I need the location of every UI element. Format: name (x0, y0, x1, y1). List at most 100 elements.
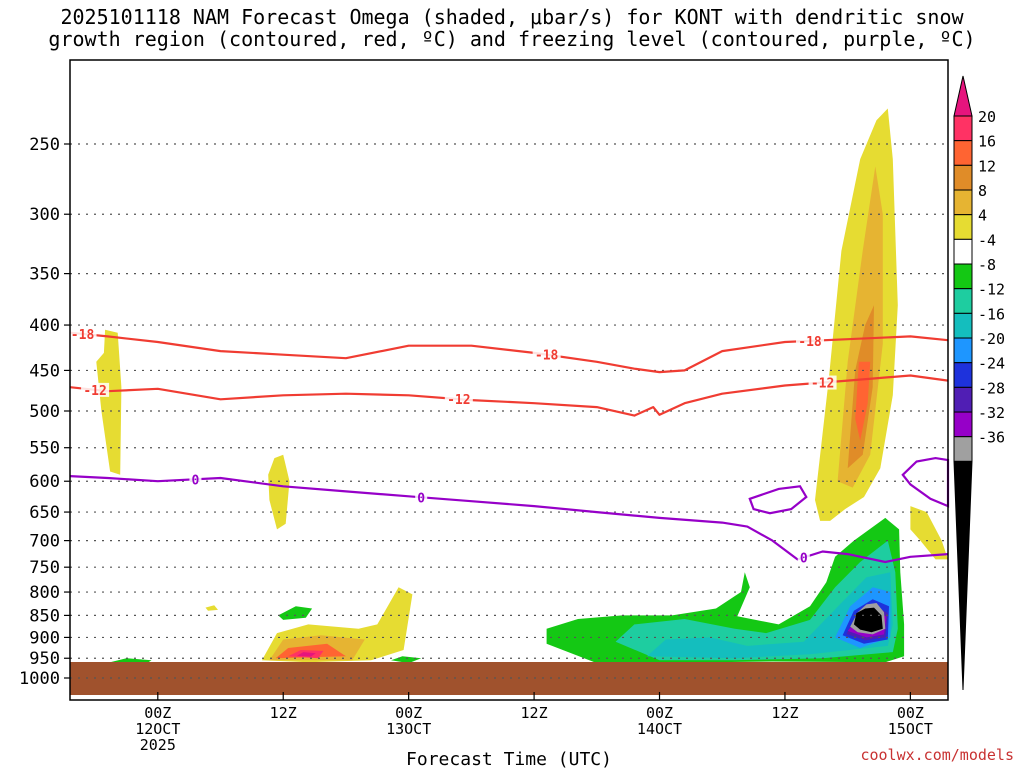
colorbar-bottom-arrow (953, 460, 973, 691)
x-tick-label: 13OCT (386, 720, 431, 738)
omega-region (837, 166, 883, 488)
colorbar-label: -28 (978, 379, 1005, 397)
y-tick-label: 800 (29, 583, 60, 603)
y-tick-label: 250 (29, 135, 60, 155)
plot-frame (69, 59, 949, 701)
colorbar-swatch (953, 263, 973, 290)
x-tick-label: 15OCT (888, 720, 933, 738)
omega-region (96, 329, 122, 475)
x-tick-label: 00Z (144, 704, 171, 722)
colorbar-label: -20 (978, 330, 1005, 348)
y-tick-label: 1000 (19, 669, 60, 689)
x-tick-label: 12OCT (135, 720, 180, 738)
omega-region (278, 606, 313, 620)
contour-label: 0 (800, 551, 808, 566)
x-tick-label: 12Z (270, 704, 297, 722)
contour-label: -12 (811, 377, 834, 392)
colorbar-label: -4 (978, 231, 996, 249)
y-tick-label: 900 (29, 628, 60, 648)
axes: 2503003504004505005506006507007508008509… (19, 59, 949, 768)
y-tick-label: 400 (29, 316, 60, 336)
ground-layer (70, 662, 948, 695)
x-tick-label: 00Z (646, 704, 673, 722)
x-tick-label: 12Z (771, 704, 798, 722)
x-tick-label: 2025 (140, 736, 176, 754)
colorbar-label: 20 (978, 108, 996, 126)
contour-dgz_minus12 (69, 374, 949, 417)
y-tick-label: 650 (29, 503, 60, 523)
colorbar-swatch (953, 189, 973, 216)
x-tick-label: 12Z (521, 704, 548, 722)
title-line-2: growth region (contoured, red, ºC) and f… (48, 27, 976, 51)
colorbar-label: -36 (978, 429, 1005, 447)
contour-label-bg (415, 490, 428, 505)
omega-region (205, 605, 218, 611)
contour-label: -18 (535, 349, 559, 364)
colorbar-swatch (953, 436, 973, 462)
y-tick-label: 950 (29, 649, 60, 669)
y-tick-label: 300 (29, 205, 60, 225)
title-line-1: 2025101118 NAM Forecast Omega (shaded, μ… (60, 5, 964, 29)
omega-region (910, 506, 948, 560)
x-tick-label: 14OCT (637, 720, 682, 738)
colorbar-swatch (953, 312, 973, 339)
colorbar-swatch (953, 115, 973, 142)
y-tick-label: 600 (29, 472, 60, 492)
colorbar: 20 16 12 8 4 -4 -8 -12 -16 -20 -24 -28 -32 -36 (953, 75, 1005, 691)
omega-region (853, 607, 883, 633)
contour-label: -12 (447, 393, 470, 408)
colorbar-swatch (953, 386, 973, 413)
y-tick-label: 850 (29, 606, 60, 626)
omega-region (268, 454, 290, 530)
contour-label: -18 (71, 328, 95, 343)
contour-label-bg (532, 347, 561, 362)
x-tick-label: 00Z (897, 704, 924, 722)
x-tick-label: 00Z (395, 704, 422, 722)
contour-lines: -18 -18 -18 -12 -12 -12 0 0 0 (68, 326, 950, 566)
omega-region (297, 652, 316, 657)
contour-label: -12 (83, 384, 106, 399)
colorbar-top-arrow (953, 75, 973, 117)
y-tick-label: 750 (29, 558, 60, 578)
y-tick-label: 350 (29, 265, 60, 285)
colorbar-swatch (953, 337, 973, 364)
y-tick-label: 450 (29, 361, 60, 381)
colorbar-label: -32 (978, 404, 1005, 422)
y-tick-label: 500 (29, 402, 60, 422)
contour-label-bg (444, 392, 473, 407)
colorbar-swatch (953, 214, 973, 240)
contour-label-bg (68, 326, 97, 341)
contour-freezing-loop (748, 485, 808, 515)
colorbar-label: 12 (978, 157, 996, 175)
y-tick-label: 550 (29, 439, 60, 459)
ground-surface (70, 662, 948, 695)
x-axis-label: Forecast Time (UTC) (406, 749, 612, 768)
colorbar-label: -16 (978, 305, 1005, 323)
omega-region (855, 361, 871, 441)
contour-label-bg (189, 472, 202, 487)
contour-label: -18 (798, 335, 822, 350)
contour-freezing_0 (69, 475, 949, 564)
contour-freezing-loop (901, 456, 950, 508)
contour-label-bg (796, 333, 825, 348)
chart-title: 2025101118 NAM Forecast Omega (shaded, μ… (0, 6, 1024, 50)
colorbar-label: -12 (978, 281, 1005, 299)
colorbar-swatch (953, 164, 973, 191)
site-credit: coolwx.com/models (860, 746, 1014, 764)
colorbar-swatch (953, 238, 973, 265)
colorbar-label: 4 (978, 207, 987, 225)
contour-dgz_minus18 (69, 331, 949, 374)
colorbar-swatch (953, 288, 973, 314)
colorbar-label: 16 (978, 133, 996, 151)
contour-label-bg (81, 382, 110, 397)
contour-label-bg (808, 375, 837, 390)
contour-label: 0 (417, 491, 425, 506)
y-tick-label: 700 (29, 532, 60, 552)
omega-shading (96, 108, 948, 665)
colorbar-label: -24 (978, 355, 1005, 373)
omega-region (647, 572, 893, 659)
colorbar-swatch (953, 362, 973, 388)
contour-label-bg (797, 550, 810, 565)
colorbar-label: -8 (978, 256, 996, 274)
